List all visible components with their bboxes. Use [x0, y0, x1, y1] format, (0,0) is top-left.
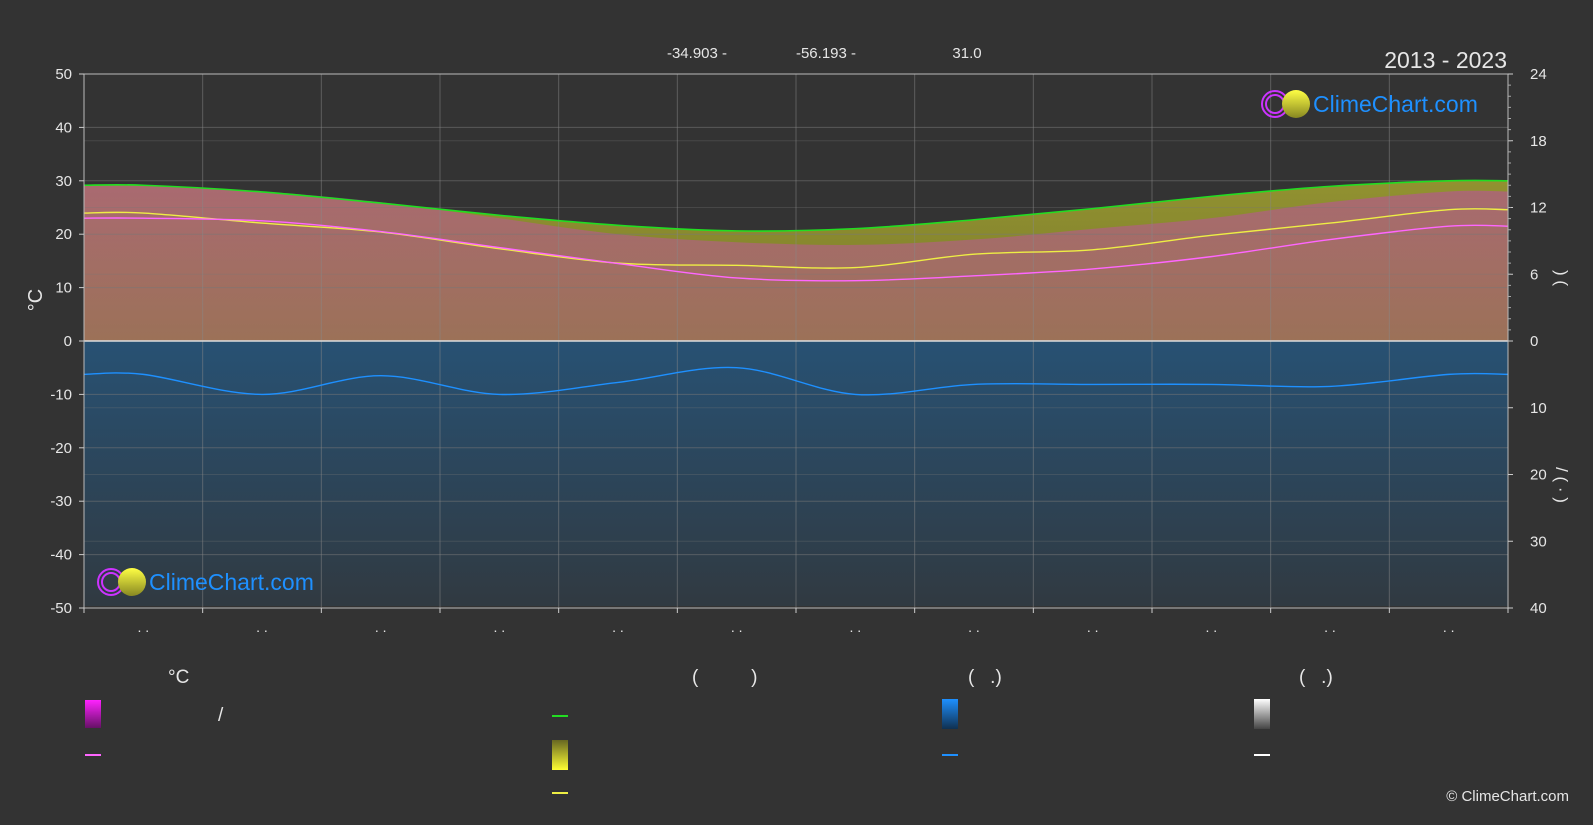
legend-swatch-temp-band: [85, 700, 101, 728]
brand-name-top: ClimeChart.com: [1313, 91, 1478, 117]
month-label: . .: [493, 619, 505, 635]
right-tick-label-hours: 12: [1530, 200, 1547, 217]
chart-lines: [83, 179, 1509, 396]
series-line-daylight: [83, 179, 1509, 232]
logo-sun-icon: [118, 568, 146, 596]
month-label: . .: [1324, 619, 1336, 635]
left-tick-label: -50: [50, 600, 72, 617]
right-axis-title-bottom: / ( · ): [1552, 467, 1571, 503]
left-tick-label: -10: [50, 386, 72, 403]
right-tick-label-mm: 10: [1530, 400, 1547, 417]
brand-logo-bottom[interactable]: ClimeChart.com: [97, 568, 314, 596]
right-tick-label-mm: 30: [1530, 533, 1547, 550]
series-line-precip: [83, 366, 1509, 396]
month-label: . .: [731, 619, 743, 635]
left-tick-label: -20: [50, 440, 72, 457]
month-label: . .: [968, 619, 980, 635]
month-label: . .: [612, 619, 624, 635]
series-line-temp_mean: [83, 217, 1509, 282]
legend-col1-title: °C: [168, 667, 190, 688]
right-tick-label-mm: 20: [1530, 467, 1547, 484]
left-tick-label: 40: [55, 119, 72, 136]
left-axis-title: °C: [25, 289, 47, 311]
month-label: . .: [1443, 619, 1455, 635]
left-tick-label: -40: [50, 547, 72, 564]
legend: [85, 699, 1270, 794]
month-label: . .: [1087, 619, 1099, 635]
copyright: © ClimeChart.com: [1446, 788, 1569, 805]
series-line-sunshine: [83, 208, 1509, 269]
right-axis-title-top: ) (: [1552, 270, 1571, 286]
left-tick-label: 10: [55, 280, 72, 297]
right-tick-label-hours: 6: [1530, 266, 1538, 283]
longitude-label: -56.193 -: [796, 45, 856, 62]
right-tick-label-hours: 24: [1530, 66, 1547, 83]
month-label: . .: [1205, 619, 1217, 635]
left-tick-label: 30: [55, 173, 72, 190]
legend-col4-title: ( .): [1299, 667, 1333, 688]
legend-swatch-precip-band: [942, 699, 958, 729]
logo-sun-icon: [1282, 90, 1310, 118]
elevation-label: 31.0: [952, 45, 981, 62]
left-tick-label: 0: [64, 333, 72, 350]
legend-col1-item1: /: [218, 705, 224, 726]
month-label: . .: [849, 619, 861, 635]
left-tick-label: 50: [55, 66, 72, 83]
left-tick-label: 20: [55, 226, 72, 243]
month-label: . .: [137, 619, 149, 635]
month-label: . .: [375, 619, 387, 635]
legend-col3-title: ( .): [968, 667, 1002, 688]
logo-ring-inner-icon: [1265, 94, 1285, 114]
legend-swatch-sunshine-band: [552, 740, 568, 770]
right-tick-label-mm: 40: [1530, 600, 1547, 617]
right-tick-label-hours: 18: [1530, 133, 1547, 150]
right-tick-label-hours: 0: [1530, 333, 1538, 350]
left-tick-label: -30: [50, 493, 72, 510]
legend-col2-title: ( ): [692, 667, 758, 688]
brand-logo-top[interactable]: ClimeChart.com: [1261, 90, 1478, 118]
brand-name-bottom: ClimeChart.com: [149, 569, 314, 595]
years-label: 2013 - 2023: [1384, 47, 1507, 73]
month-label: . .: [256, 619, 268, 635]
legend-swatch-snow-band: [1254, 699, 1270, 729]
latitude-label: -34.903 -: [667, 45, 727, 62]
chart-axes: 50 40 30 20 10 0 -10 -20 -30 -40 -50 24 18 12 6 0 10 20 30…: [50, 66, 1546, 635]
